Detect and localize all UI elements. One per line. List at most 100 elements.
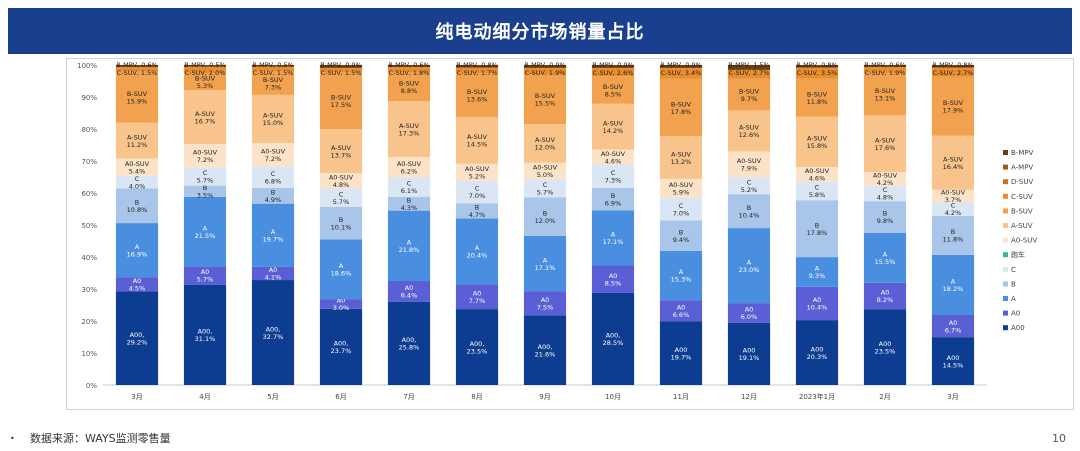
data-label: A00, 25.8% [399, 336, 420, 352]
data-label: B-MPV, 0.5% [184, 61, 225, 69]
legend-swatch-b-suv [1003, 208, 1008, 214]
bar-segment-a-suv [183, 90, 227, 145]
bar-segment-c-suv [455, 67, 499, 74]
bar-segment-b [931, 215, 975, 255]
data-label: A0-SUV 7.2% [193, 148, 218, 164]
bar-segment-b-suv [115, 71, 159, 123]
bar-segment-b-suv [455, 73, 499, 117]
bar-segment-a [387, 210, 431, 282]
legend-swatch-a-mpv [1003, 164, 1008, 170]
bar-segment-a [455, 218, 499, 285]
legend-swatch-a0 [1003, 310, 1008, 316]
x-tick-label: 2月 [879, 393, 890, 401]
bar-segment-c-suv [931, 67, 975, 77]
x-tick-label: 6月 [335, 393, 346, 401]
bar-segment-b [183, 185, 227, 197]
data-label: A0 3.0% [333, 297, 350, 313]
bar-segment-a00 [795, 320, 839, 385]
legend-swatch-a0-suv [1003, 237, 1008, 243]
bar-segment-a0 [251, 266, 295, 281]
legend-label: A0 [1011, 310, 1020, 318]
data-label: A0-SUV 4.2% [873, 172, 898, 188]
data-label: A00 19.7% [671, 346, 692, 362]
data-label: A 15.5% [875, 250, 896, 266]
data-label: B-SUV 17.5% [331, 94, 352, 110]
bar-segment-a-suv [455, 116, 499, 164]
data-label: B-SUV 5.3% [195, 74, 216, 90]
data-label: A-SUV 16.7% [195, 110, 216, 126]
bar-segment-b-mpv [795, 65, 839, 68]
legend-label: B-MPV [1011, 149, 1034, 157]
data-label: C 6.1% [401, 180, 418, 196]
bar-segment-c [183, 167, 227, 186]
data-label: A-SUV 15.8% [807, 134, 828, 150]
bar-segment-a0-suv [115, 158, 159, 176]
bar-segment-b-suv [863, 73, 907, 116]
bar-segment-a0-suv [455, 163, 499, 181]
data-label: C-SUV, 1.8% [389, 69, 430, 77]
bar-segment-a00 [387, 301, 431, 385]
data-label: B-SUV 17.8% [671, 100, 692, 116]
y-tick-label: 50% [81, 222, 97, 230]
data-label: B-MPV, 0.8% [456, 61, 497, 69]
bar-segment-b-suv [659, 78, 703, 137]
data-label: A0-SUV 4.6% [601, 150, 626, 166]
bar-segment-c-suv [115, 66, 159, 72]
bar-segment-b-mpv [523, 65, 567, 68]
bar-segment-a-suv [863, 115, 907, 173]
data-label: A0-SUV 7.2% [261, 147, 286, 163]
bar-segment-c [931, 202, 975, 216]
data-label: B 9.4% [673, 228, 690, 244]
data-label: C 5.7% [333, 190, 350, 206]
data-label: C-SUV, 2.7% [933, 69, 974, 77]
bar-segment-b-mpv [115, 65, 159, 67]
data-label: A0-SUV 5.9% [669, 181, 694, 197]
bar-segment-b-mpv [251, 65, 295, 67]
bar-segment-c-suv [591, 67, 635, 77]
data-label: C-SUV, 1.9% [865, 69, 906, 77]
data-label: A0-SUV 4.6% [805, 167, 830, 183]
data-label: B-MPV, 0.6% [388, 61, 429, 69]
data-label: A0-SUV 7.9% [737, 157, 762, 173]
bar-segment-c [659, 197, 703, 221]
data-label: C 5.8% [809, 184, 826, 200]
bar-segment-a00 [523, 315, 567, 385]
data-label: B-SUV 13.1% [875, 87, 896, 103]
data-label: B-MPV, 0.5% [252, 61, 293, 69]
bar-segment-a0 [591, 265, 635, 293]
data-label: C-SUV, 3.5% [797, 69, 838, 77]
data-label: B-MPV, 0.9% [320, 61, 361, 69]
data-label: C 4.0% [129, 175, 146, 191]
bar-segment-c-suv [387, 66, 431, 73]
x-tick-label: 4月 [199, 393, 210, 401]
bar-segment-b-suv [727, 78, 771, 111]
bar-segment-a0 [659, 300, 703, 322]
legend-swatch-a00 [1003, 325, 1008, 331]
bar-segment-c [319, 188, 363, 207]
data-label: C-SUV, 1.5% [321, 69, 362, 77]
data-label: A00, 28.5% [603, 332, 624, 348]
data-label: B 10.8% [127, 199, 148, 215]
bar-segment-b [795, 200, 839, 258]
bar-segment-b-suv [523, 74, 567, 125]
x-tick-label: 3月 [131, 393, 142, 401]
bar-segment-b [115, 188, 159, 224]
x-tick-label: 9月 [539, 393, 550, 401]
x-tick-label: 7月 [403, 393, 414, 401]
data-label: C 6.8% [265, 170, 282, 186]
bar-segment-a00 [659, 321, 703, 385]
bar-segment-b [727, 194, 771, 229]
data-label: A-SUV 17.3% [399, 122, 420, 137]
data-label: C 4.8% [877, 186, 894, 202]
data-label: C-SUV, 3.4% [661, 69, 702, 77]
data-label: A-SUV 16.4% [943, 156, 964, 172]
data-label: A-SUV 11.2% [127, 133, 148, 149]
bar-segment-b-mpv [659, 65, 703, 68]
data-label: B-SUV 15.9% [127, 90, 148, 106]
data-label: A 17.1% [603, 231, 624, 247]
bar-segment-a [319, 239, 363, 300]
bar-segment-b [863, 201, 907, 233]
bar-segment-a0-suv [183, 144, 227, 168]
data-label: A0-SUV 5.0% [533, 164, 558, 180]
bar-segment-a-suv [115, 122, 159, 159]
